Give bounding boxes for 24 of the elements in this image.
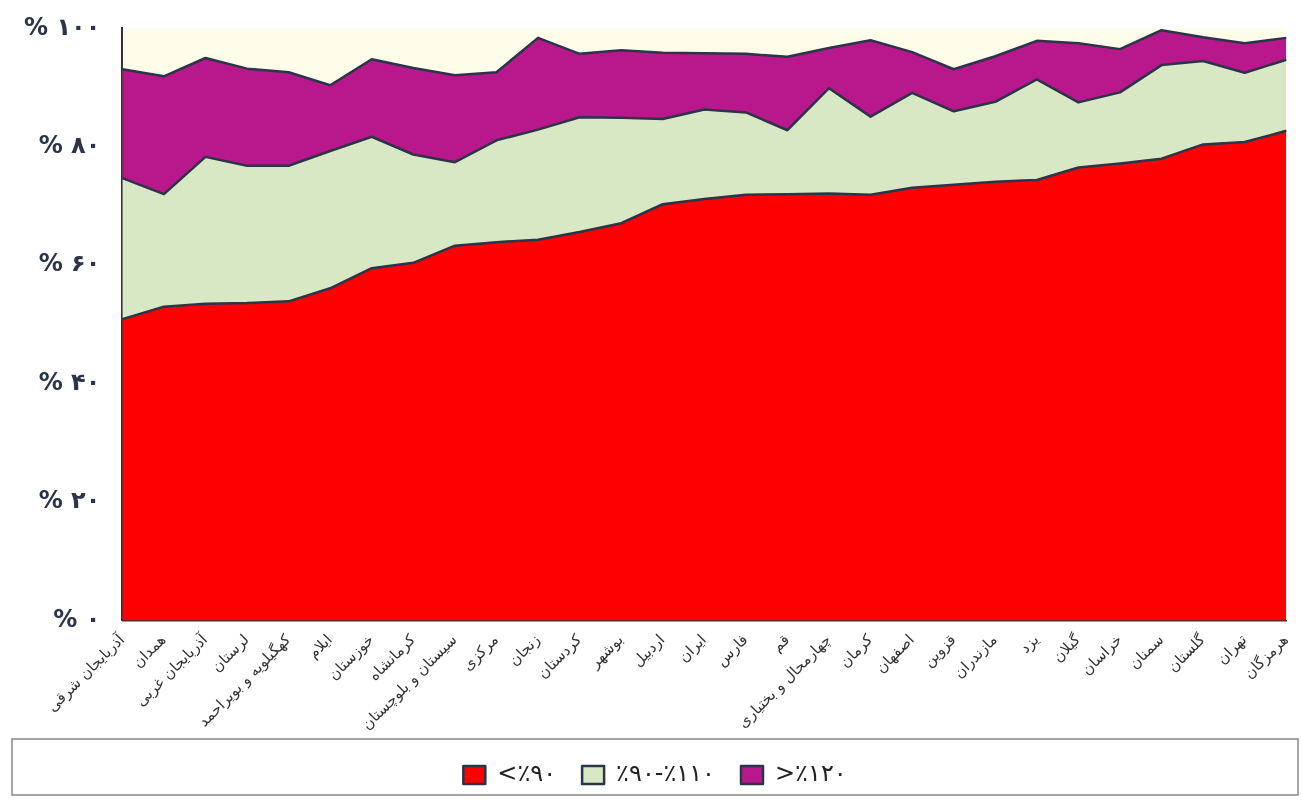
x-tick-label: تهران xyxy=(1213,630,1251,668)
x-tick-label: قم xyxy=(768,630,794,656)
y-tick-label: % ۰ xyxy=(53,604,101,633)
x-tick-label: زنجان xyxy=(504,630,544,670)
legend-label: ٪۹۰-٪۱۱۰ xyxy=(616,759,716,788)
legend-label: >٪۱۲۰ xyxy=(775,759,847,788)
x-tick-label: گیلان xyxy=(1048,630,1085,666)
x-tick-label: ایلام xyxy=(304,630,336,663)
x-tick-label: آذربایجان شرقی xyxy=(43,630,129,716)
y-tick-label: % ۱۰۰ xyxy=(23,12,101,41)
x-tick-label: مرکزی xyxy=(458,630,503,675)
x-tick-label: یزد xyxy=(1016,630,1043,657)
y-tick-label: % ۶۰ xyxy=(38,249,101,278)
legend-label: <٪۹۰ xyxy=(497,759,557,788)
x-tick-label: فارس xyxy=(712,630,752,670)
x-tick-label: لرستان xyxy=(207,630,253,676)
x-tick-label: قزوین xyxy=(919,630,960,671)
y-tick-label: % ۸۰ xyxy=(38,131,101,160)
y-tick-label: % ۲۰ xyxy=(38,486,101,515)
x-tick-label: ایران xyxy=(674,630,710,666)
y-tick-label: % ۴۰ xyxy=(38,367,101,396)
x-tick-label: بوشهر xyxy=(585,630,627,673)
x-tick-label: همدان xyxy=(128,630,170,672)
x-tick-label: اردبیل xyxy=(628,630,669,671)
